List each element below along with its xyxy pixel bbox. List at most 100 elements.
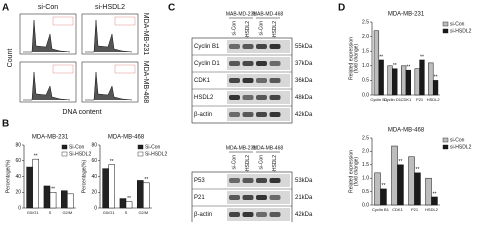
size-label: 53kDa	[295, 178, 313, 184]
y-tick-label: 40	[91, 174, 97, 180]
protein-label: Cyclin B1	[194, 44, 220, 50]
y-tick-label: 80	[15, 142, 21, 148]
band	[229, 178, 240, 183]
y-tick-label: 1.5	[362, 49, 369, 55]
bar	[32, 158, 39, 209]
band	[269, 78, 281, 83]
size-label: 42kDa	[295, 212, 313, 218]
lane-label: si-HSDL2	[245, 155, 251, 177]
y-tick-label: 0.0	[362, 202, 369, 208]
size-label: 21kDa	[295, 195, 313, 201]
legend-swatch	[442, 144, 449, 150]
band	[229, 112, 240, 117]
band	[229, 78, 240, 83]
y-tick-label: 0	[94, 205, 97, 211]
x-tick-label: HSDL2	[425, 207, 439, 212]
size-label: 42kDa	[295, 112, 313, 118]
histogram	[23, 71, 71, 101]
y-tick-label: 0.5	[362, 189, 369, 195]
significance: **	[393, 63, 397, 69]
bar	[392, 68, 398, 96]
legend-label: si-HSDL2	[450, 144, 472, 150]
lane-label: si-Con	[258, 21, 264, 36]
bar	[432, 80, 439, 96]
legend-swatch	[137, 144, 144, 150]
x-tick-label: CDK1	[401, 97, 412, 102]
lane-label: si-HSDL2	[272, 155, 278, 177]
x-tick-label: G2/M	[138, 210, 148, 215]
y-axis-label: Related expression	[348, 150, 354, 193]
legend-label: si-Con	[450, 137, 465, 143]
legend-label: Si-Con	[145, 144, 161, 150]
group-label: MDA-MB-468	[253, 145, 284, 151]
band	[242, 195, 254, 200]
x-tick-label: G0/G1	[103, 210, 116, 215]
y-tick-label: 2.0	[362, 149, 369, 155]
legend-swatch	[61, 144, 68, 150]
band	[229, 44, 240, 49]
protein-label: CDK1	[194, 78, 211, 84]
panel-letter: B	[2, 119, 9, 130]
y-tick-label: 60	[91, 158, 97, 164]
band	[256, 195, 267, 200]
y-axis-label: (fold change)	[353, 157, 359, 187]
panel-letter: C	[168, 3, 175, 14]
band	[256, 112, 267, 117]
significance: **	[420, 54, 424, 60]
x-tick-label: Cyclin B1	[370, 97, 388, 102]
y-tick-label: 0.5	[362, 78, 369, 84]
lane-label: si-Con	[231, 155, 237, 170]
y-axis-label: Related expression	[348, 37, 354, 80]
y-tick-label: 1.0	[362, 63, 369, 69]
significance: **	[144, 177, 148, 183]
band	[229, 212, 240, 217]
band	[269, 95, 281, 100]
protein-label: Cyclin D1	[194, 61, 220, 67]
legend-label: si-Con	[450, 21, 465, 27]
row-label: MDA-MB-231	[142, 13, 149, 56]
y-tick-label: 2.0	[362, 34, 369, 40]
band	[256, 95, 267, 100]
x-tick-label: Cyclin B1	[372, 207, 390, 212]
band	[242, 61, 254, 66]
y-tick-label: 0	[18, 205, 21, 211]
x-tick-label: G0/G1	[27, 210, 40, 215]
panel-letter: D	[338, 3, 345, 14]
significance: **	[434, 75, 438, 81]
significance: **	[51, 187, 55, 193]
band	[242, 178, 254, 183]
bar	[49, 192, 57, 209]
significance: **	[127, 196, 131, 202]
band	[269, 195, 281, 200]
axis-label: Count	[7, 49, 14, 68]
band	[256, 78, 267, 83]
band	[242, 44, 254, 49]
legend-label: si-HSDL2	[450, 28, 472, 34]
gate-text	[114, 64, 136, 74]
x-tick-label: P21	[416, 97, 424, 102]
y-axis-label: (fold change)	[353, 44, 359, 74]
band	[242, 78, 254, 83]
band	[229, 95, 240, 100]
protein-label: HSDL2	[194, 95, 214, 101]
protein-label: P53	[194, 178, 205, 184]
band	[229, 195, 240, 200]
legend-label: Si-HSDL2	[145, 151, 167, 157]
band	[242, 112, 254, 117]
x-tick-label: HSDL2	[427, 97, 441, 102]
size-label: 37kDa	[295, 61, 313, 67]
significance: **	[399, 159, 403, 165]
band	[269, 178, 281, 183]
gate-text	[52, 16, 74, 26]
gate-text	[52, 64, 74, 74]
x-tick-label: Cyclin D1	[384, 97, 402, 102]
chart-title: MDA-MB-231	[32, 135, 69, 141]
band	[269, 44, 281, 49]
significance: **	[382, 183, 386, 189]
significance: **	[433, 191, 437, 197]
band	[242, 212, 254, 217]
band	[269, 212, 281, 217]
band	[229, 61, 240, 66]
band	[269, 112, 281, 117]
lane-label: si-Con	[231, 21, 237, 36]
